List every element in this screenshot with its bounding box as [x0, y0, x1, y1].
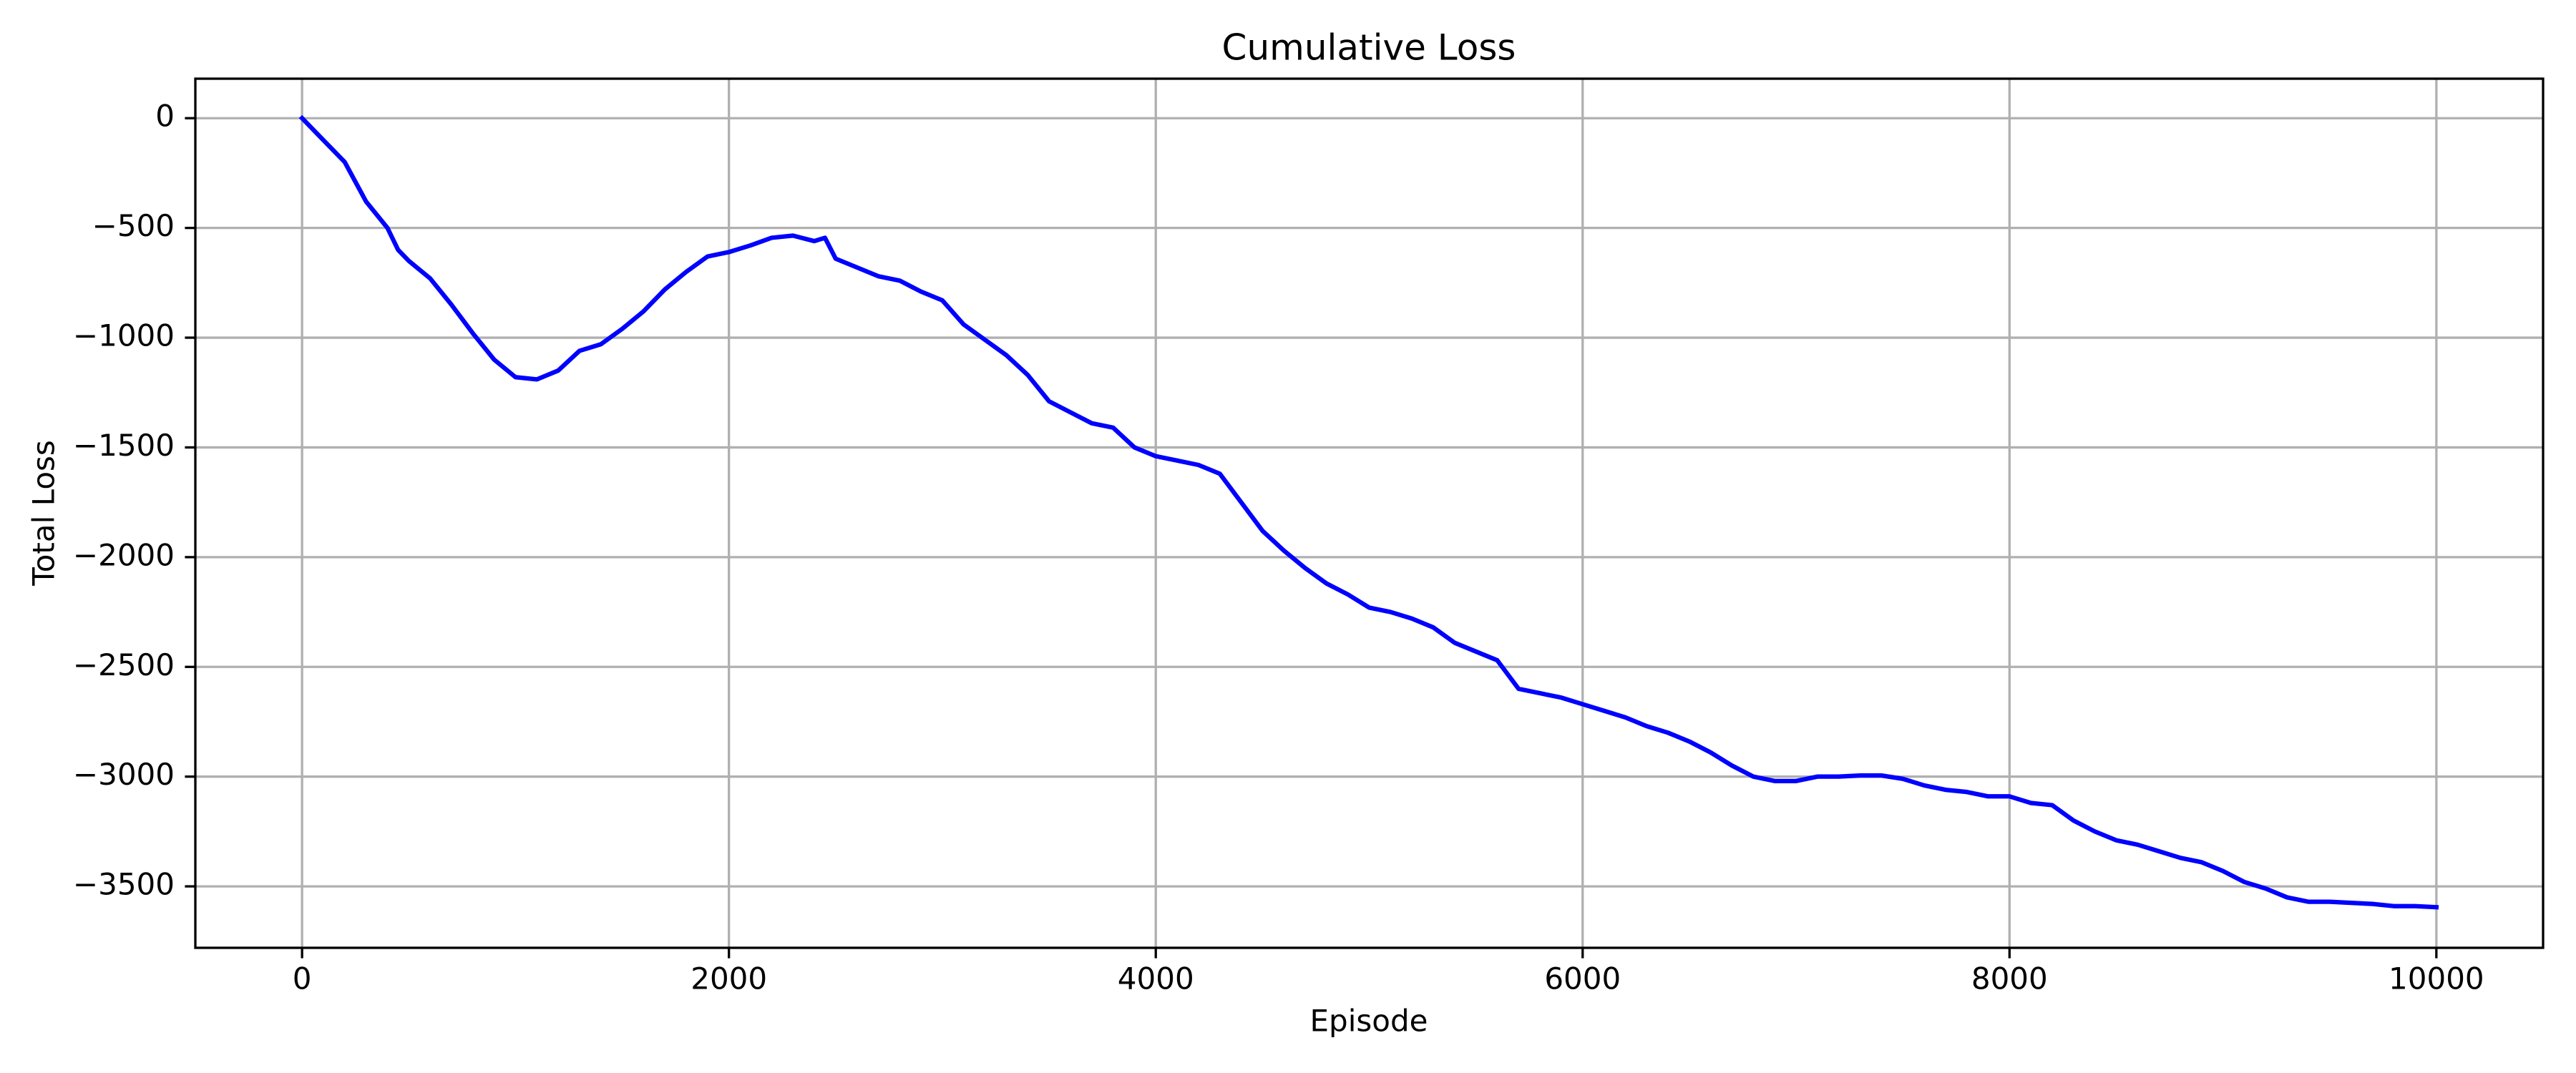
x-tick-label: 4000 [1118, 961, 1194, 996]
y-tick-label: −1500 [73, 428, 175, 463]
y-tick-label: −500 [92, 208, 175, 243]
x-tick-label: 6000 [1544, 961, 1621, 996]
data-line [298, 114, 2439, 910]
x-tick-label: 0 [293, 961, 312, 996]
x-tick-label: 2000 [691, 961, 767, 996]
y-tick-label: −2000 [73, 537, 175, 572]
x-tick-label: 8000 [1971, 961, 2048, 996]
plot-frame [194, 77, 2545, 949]
y-axis-label: Total Loss [26, 440, 62, 587]
y-tick-label: 0 [155, 99, 175, 134]
chart-title: Cumulative Loss [1222, 27, 1516, 69]
y-tick-label: −1000 [73, 318, 175, 353]
x-tick-label: 10000 [2389, 961, 2484, 996]
y-tick-label: −3500 [73, 867, 175, 902]
y-tick-label: −3000 [73, 757, 175, 792]
y-tick-label: −2500 [73, 647, 175, 682]
x-axis-label: Episode [1310, 1004, 1428, 1039]
